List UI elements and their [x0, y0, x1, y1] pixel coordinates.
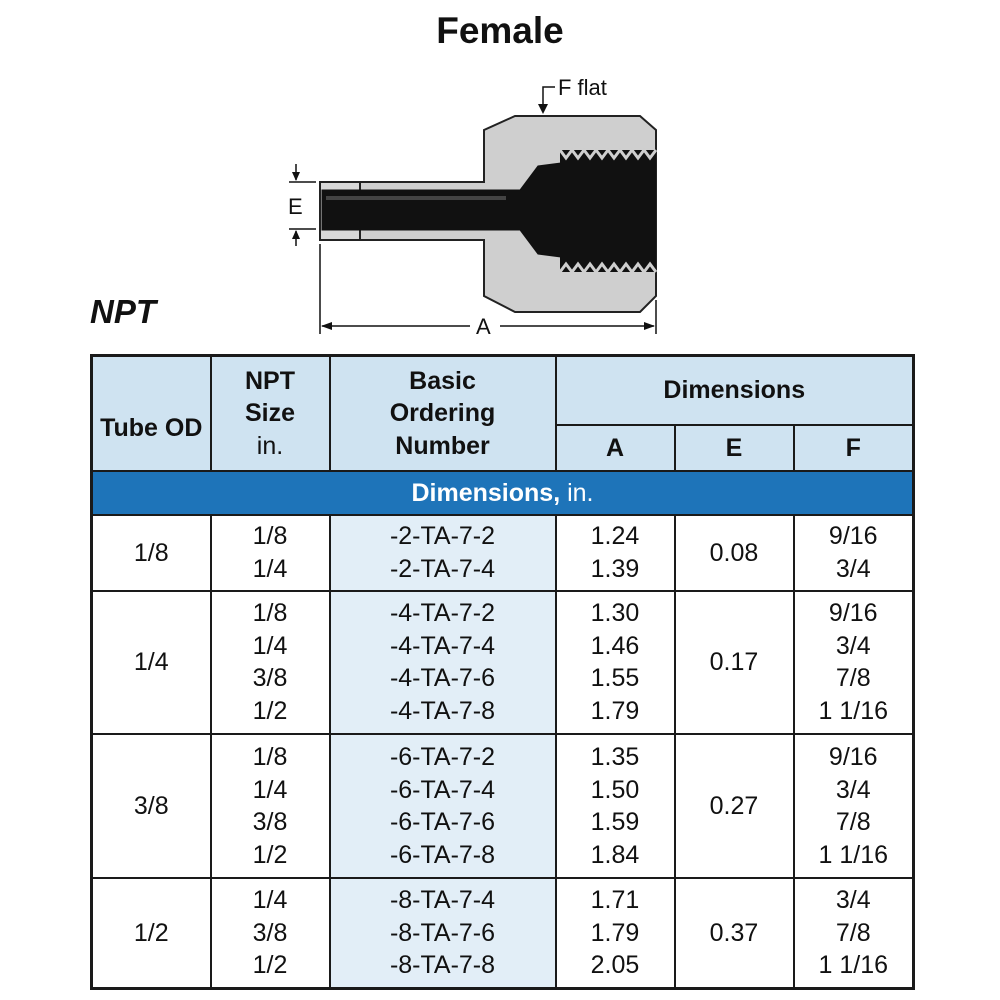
cell-tube-od: 1/4 — [90, 589, 212, 736]
thread-teeth — [558, 147, 658, 275]
cell-npt-size: 1/8 1/4 — [209, 514, 331, 592]
header-tube-od: Tube OD — [90, 354, 212, 473]
cell-f: 9/16 3/4 7/8 1 1/16 — [792, 733, 915, 879]
cell-e: 0.27 — [673, 733, 795, 879]
label-e: E — [288, 194, 303, 219]
header-e: E — [673, 423, 795, 473]
header-f: F — [792, 423, 915, 473]
table-row: 1/4 1/8 1/4 3/8 1/2 -4-TA-7-2 -4-TA-7-4 … — [90, 589, 915, 736]
cell-a: 1.35 1.50 1.59 1.84 — [554, 733, 676, 879]
cell-f: 9/16 3/4 — [792, 514, 915, 592]
cell-tube-od: 1/2 — [90, 876, 212, 990]
cell-f: 3/4 7/8 1 1/16 — [792, 876, 915, 990]
header-npt-size: NPT Size in. — [209, 354, 331, 473]
label-f-flat: F flat — [558, 75, 607, 100]
cell-npt-size: 1/8 1/4 3/8 1/2 — [209, 589, 331, 736]
cell-tube-od: 3/8 — [90, 733, 212, 879]
cell-npt-size: 1/4 3/8 1/2 — [209, 876, 331, 990]
standard-label: NPT — [90, 293, 156, 330]
header-a: A — [554, 423, 676, 473]
cell-e: 0.08 — [673, 514, 795, 592]
dimensions-table: Tube OD NPT Size in. Basic Ordering Numb… — [90, 354, 916, 990]
table-row: 1/8 1/8 1/4 -2-TA-7-2 -2-TA-7-4 1.24 1.3… — [90, 514, 915, 592]
cell-ordering-number: -4-TA-7-2 -4-TA-7-4 -4-TA-7-6 -4-TA-7-8 — [328, 589, 557, 736]
cell-e: 0.17 — [673, 589, 795, 736]
label-a: A — [476, 314, 491, 339]
table-row: 1/2 1/4 3/8 1/2 -8-TA-7-4 -8-TA-7-6 -8-T… — [90, 876, 915, 990]
header-basic-ordering-number: Basic Ordering Number — [328, 354, 557, 473]
page-title: Female — [436, 10, 564, 51]
cell-e: 0.37 — [673, 876, 795, 990]
cell-ordering-number: -2-TA-7-2 -2-TA-7-4 — [328, 514, 557, 592]
bore — [321, 157, 601, 263]
cell-a: 1.30 1.46 1.55 1.79 — [554, 589, 676, 736]
cell-ordering-number: -6-TA-7-2 -6-TA-7-4 -6-TA-7-6 -6-TA-7-8 — [328, 733, 557, 879]
cell-a: 1.24 1.39 — [554, 514, 676, 592]
cell-a: 1.71 1.79 2.05 — [554, 876, 676, 990]
cell-npt-size: 1/8 1/4 3/8 1/2 — [209, 733, 331, 879]
cell-ordering-number: -8-TA-7-4 -8-TA-7-6 -8-TA-7-8 — [328, 876, 557, 990]
table-row: 3/8 1/8 1/4 3/8 1/2 -6-TA-7-2 -6-TA-7-4 … — [90, 733, 915, 879]
f-flat-leader — [542, 86, 555, 112]
units-band: Dimensions, in. — [90, 470, 915, 517]
header-dimensions: Dimensions — [554, 354, 915, 426]
cell-tube-od: 1/8 — [90, 514, 212, 592]
cell-f: 9/16 3/4 7/8 1 1/16 — [792, 589, 915, 736]
fitting-cross-section-drawing: F flat E A — [288, 75, 658, 339]
